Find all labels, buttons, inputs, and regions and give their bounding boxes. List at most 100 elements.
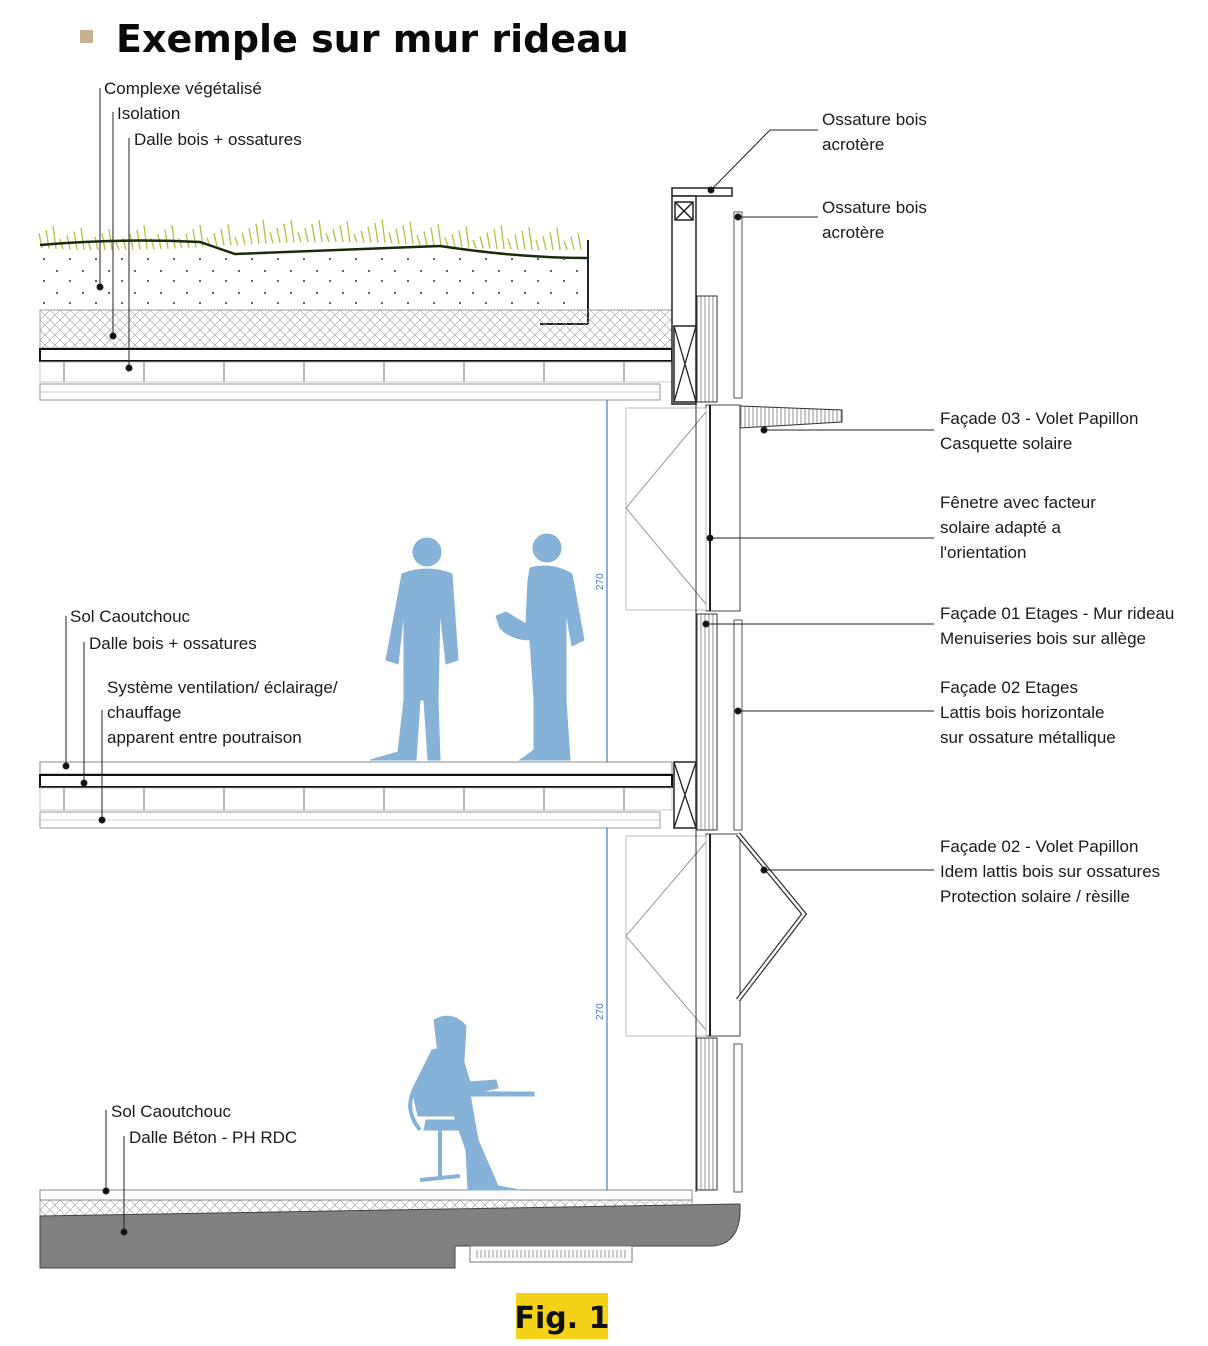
label-fenetre-c: l'orientation (940, 543, 1026, 562)
label-dalle-beton: Dalle Béton - PH RDC (129, 1128, 297, 1147)
solar-cap (739, 405, 843, 429)
grass-blade (311, 223, 316, 243)
standing-person (369, 537, 459, 761)
grass-blade (458, 230, 463, 248)
roof-slab (39, 348, 673, 362)
grass-blade (493, 228, 498, 250)
label-facade02-etages-a: Façade 02 Etages (940, 678, 1078, 697)
grass-blade (115, 241, 120, 251)
label-systeme-ventilation: Système ventilation/ éclairage/ (107, 678, 338, 697)
label-apparent-poutraison: apparent entre poutraison (107, 728, 302, 747)
label-facade03-a: Façade 03 - Volet Papillon (940, 409, 1138, 428)
label-sol-caoutchouc-ground: Sol Caoutchouc (111, 1102, 232, 1121)
grass-blade (472, 239, 477, 249)
grass-blade (521, 230, 526, 250)
grass-blade (563, 240, 568, 251)
label-isolation: Isolation (117, 104, 180, 123)
grass-blade (108, 228, 113, 251)
grass-blade (507, 238, 512, 250)
grass-blade (73, 231, 78, 250)
grass-blade (444, 237, 449, 247)
label-fenetre-b: solaire adapté a (940, 518, 1062, 537)
grass-blade (192, 229, 197, 248)
label-fenetre-a: Fênetre avec facteur (940, 493, 1096, 512)
label-chauffage: chauffage (107, 703, 181, 722)
grass-blade (262, 219, 267, 244)
insulation-layer (39, 309, 673, 349)
grass-blade (430, 227, 435, 246)
label-dalle-bois-roof: Dalle bois + ossatures (134, 130, 302, 149)
figure-label-highlight (516, 1293, 608, 1339)
grass-blade (535, 239, 540, 251)
grass-blade (486, 232, 491, 249)
green-roof (38, 219, 673, 401)
grass-blade (367, 226, 372, 243)
grass-blade (52, 225, 57, 249)
grass-blade (500, 225, 505, 250)
lower-window (705, 833, 741, 1037)
label-ossature-acrotere-1a: Ossature bois (822, 110, 927, 129)
labels-left: Complexe végétalisé Isolation Dalle bois… (70, 79, 338, 1147)
grass-blade (402, 225, 407, 245)
labels-right: Ossature bois acrotère Ossature bois acr… (822, 110, 1174, 906)
grass-blade (346, 221, 351, 243)
grass-blade (234, 236, 239, 246)
grass-blade (220, 228, 225, 246)
label-ossature-acrotere-2b: acrotère (822, 223, 884, 242)
substrate-layer (40, 258, 588, 310)
label-facade02-volet-a: Façade 02 - Volet Papillon (940, 837, 1138, 856)
label-facade01-b: Menuiseries bois sur allège (940, 629, 1146, 648)
grass-blade (241, 232, 246, 245)
grass-blade (339, 224, 344, 243)
grass-blade (528, 226, 533, 250)
page-title: Exemple sur mur rideau (116, 17, 629, 61)
label-facade02-volet-b: Idem lattis bois sur ossatures (940, 862, 1160, 881)
label-facade01-a: Façade 01 Etages - Mur rideau (940, 604, 1174, 623)
grass-blade (304, 228, 309, 243)
grass-blade (360, 230, 365, 243)
label-facade02-etages-b: Lattis bois horizontale (940, 703, 1104, 722)
label-complexe-vegetalise: Complexe végétalisé (104, 79, 262, 98)
grass-blade (325, 232, 330, 243)
facade-wall (625, 187, 843, 1193)
label-facade03-b: Casquette solaire (940, 434, 1072, 453)
dimension-lower: 270 (595, 1003, 606, 1020)
grass-blade (556, 227, 561, 251)
talking-person (495, 533, 585, 761)
grass-blade (577, 232, 582, 250)
grass-blade (255, 223, 260, 244)
grass-blade (276, 227, 281, 244)
grass-blade (409, 221, 414, 245)
grass-blade (297, 232, 302, 243)
grass-blade (514, 234, 519, 250)
butterfly-shutter (736, 832, 808, 1002)
vegetation-line (39, 239, 589, 260)
label-facade02-etages-c: sur ossature métallique (940, 728, 1116, 747)
grass-blade (248, 228, 253, 245)
grass-blade (353, 234, 358, 243)
title-bullet (80, 30, 93, 43)
label-ossature-acrotere-1b: acrotère (822, 135, 884, 154)
people-silhouettes (369, 533, 585, 1191)
grass-blade (388, 232, 393, 244)
dimension-upper: 270 (595, 573, 606, 590)
grass-blade (423, 231, 428, 246)
grass-blade (80, 227, 85, 250)
grass-blade (143, 225, 148, 250)
grass-blade (290, 219, 295, 243)
grass-blade (227, 224, 232, 246)
grass-blade (395, 228, 400, 244)
grass-blade (451, 233, 456, 248)
label-sol-caoutchouc-1: Sol Caoutchouc (70, 607, 191, 626)
grass-blade (283, 223, 288, 243)
grass-blade (570, 236, 575, 250)
floor1-slab (39, 774, 673, 788)
grass-blade (465, 226, 470, 248)
leader-lines-right (702, 129, 934, 874)
figure-label: Fig. 1 (515, 1301, 610, 1336)
upper-window (705, 404, 741, 612)
grass-blade (213, 233, 218, 247)
grass-blade (164, 229, 169, 249)
label-facade02-volet-c: Protection solaire / rèsille (940, 887, 1130, 906)
